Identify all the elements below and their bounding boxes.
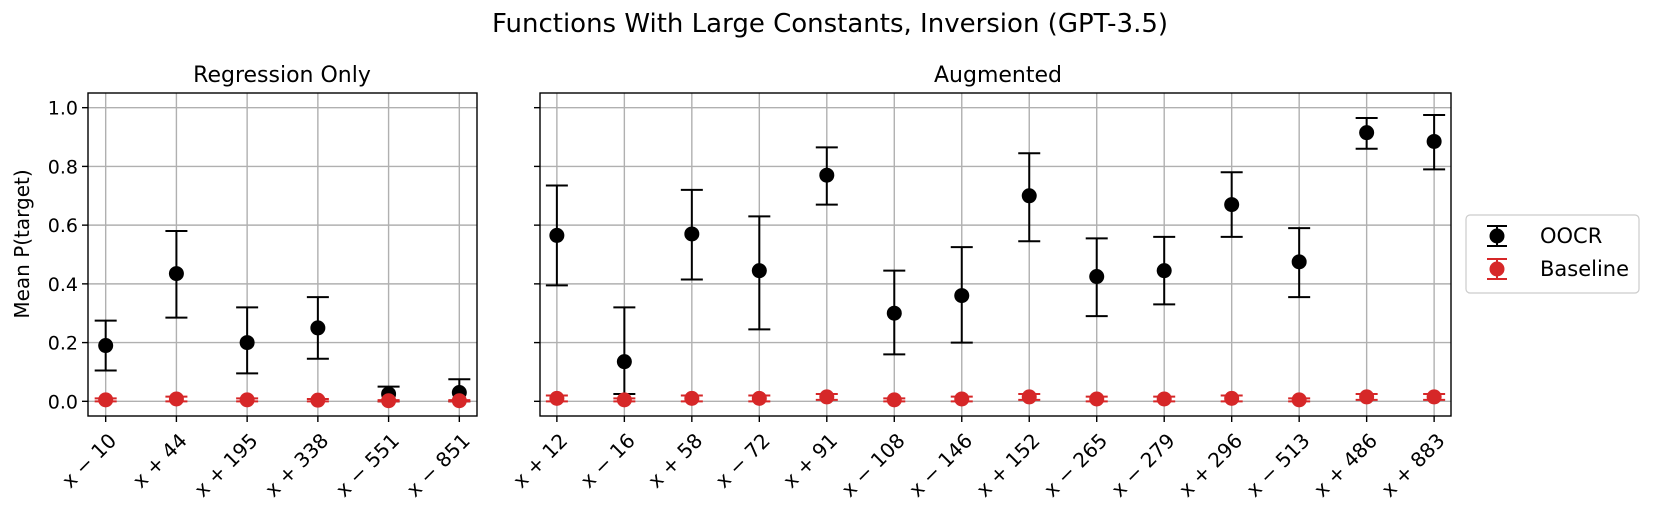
baseline-point	[549, 390, 565, 406]
oocr-point	[1359, 125, 1375, 141]
x-tick-label: x − 10	[57, 428, 121, 492]
oocr-point	[954, 288, 970, 304]
legend-frame	[1465, 214, 1640, 294]
x-tick-label: x − 16	[576, 428, 640, 492]
oocr-point	[1021, 188, 1037, 204]
y-tick-label: 0.4	[48, 274, 78, 296]
baseline-point	[819, 389, 835, 405]
panel-regression-only: Regression Only Mean P(target) 0.0 0.2 0.4…	[10, 63, 478, 502]
baseline-point	[381, 393, 397, 409]
baseline-point	[1089, 391, 1105, 407]
baseline-point	[886, 392, 902, 408]
x-tick-label: x − 265	[1039, 428, 1112, 501]
x-tick-label: x − 146	[904, 428, 977, 501]
baseline-point	[1426, 389, 1442, 405]
y-tick-label: 0.2	[48, 333, 78, 355]
oocr-point	[168, 266, 184, 282]
legend-marker-icon	[1489, 228, 1505, 244]
baseline-point	[310, 392, 326, 408]
x-tick-label: x + 152	[972, 428, 1045, 501]
x-tick-label: x − 551	[331, 428, 404, 501]
panel-title: Regression Only	[193, 63, 371, 88]
x-tick-label: x + 883	[1376, 428, 1449, 501]
x-tick-label: x − 279	[1106, 428, 1179, 501]
x-tick-label: x − 108	[837, 428, 910, 501]
panel-title: Augmented	[934, 63, 1062, 88]
oocr-point	[310, 320, 326, 336]
oocr-point	[98, 338, 114, 354]
oocr-point	[616, 354, 632, 370]
baseline-point	[1224, 390, 1240, 406]
baseline-point	[1156, 391, 1172, 407]
x-tick-label: x − 513	[1241, 428, 1314, 501]
oocr-point	[239, 335, 255, 351]
x-tick-label: x − 851	[402, 428, 475, 501]
oocr-point	[549, 227, 565, 243]
x-tick-label: x + 486	[1309, 428, 1382, 501]
figure-title: Functions With Large Constants, Inversio…	[492, 9, 1168, 39]
x-tick-label: x + 12	[508, 428, 572, 492]
oocr-point	[1089, 269, 1105, 285]
y-tick-label: 1.0	[48, 98, 78, 120]
baseline-point	[1021, 389, 1037, 405]
baseline-point	[684, 390, 700, 406]
x-tick-label: x + 296	[1174, 428, 1247, 501]
baseline-point	[451, 393, 467, 409]
x-tick-label: x + 58	[643, 428, 707, 492]
baseline-point	[98, 392, 114, 408]
oocr-point	[1426, 133, 1442, 149]
y-axis-label: Mean P(target)	[10, 169, 34, 318]
baseline-point	[954, 391, 970, 407]
baseline-point	[1359, 389, 1375, 405]
oocr-point	[1156, 263, 1172, 279]
y-tick-label: 0.8	[48, 156, 78, 178]
panel-augmented: Augmented x + 12 x − 16 x + 58 x − 72 x + 91…	[508, 63, 1452, 502]
baseline-point	[239, 392, 255, 408]
oocr-point	[886, 305, 902, 321]
oocr-point	[1291, 254, 1307, 270]
baseline-point	[168, 391, 184, 407]
legend-marker-icon	[1489, 261, 1505, 277]
baseline-point	[751, 390, 767, 406]
x-tick-label: x + 44	[128, 428, 192, 492]
x-tick-label: x + 91	[778, 428, 842, 492]
legend: OOCR Baseline	[1465, 214, 1640, 294]
y-tick-label: 0.0	[48, 391, 78, 413]
oocr-point	[684, 226, 700, 242]
x-tick-label: x − 72	[711, 428, 775, 492]
legend-item-baseline: Baseline	[1487, 257, 1629, 281]
x-tick-label: x + 195	[189, 428, 262, 501]
y-tick-label: 0.6	[48, 215, 78, 237]
oocr-point	[751, 263, 767, 279]
baseline-point	[1291, 392, 1307, 408]
legend-label: OOCR	[1540, 224, 1602, 248]
axes-frame	[87, 92, 478, 417]
oocr-point	[819, 167, 835, 183]
x-tick-label: x + 338	[260, 428, 333, 501]
baseline-point	[616, 392, 632, 408]
legend-label: Baseline	[1540, 257, 1629, 281]
oocr-point	[1224, 197, 1240, 213]
axes-frame	[539, 92, 1452, 417]
legend-item-oocr: OOCR	[1487, 224, 1602, 248]
